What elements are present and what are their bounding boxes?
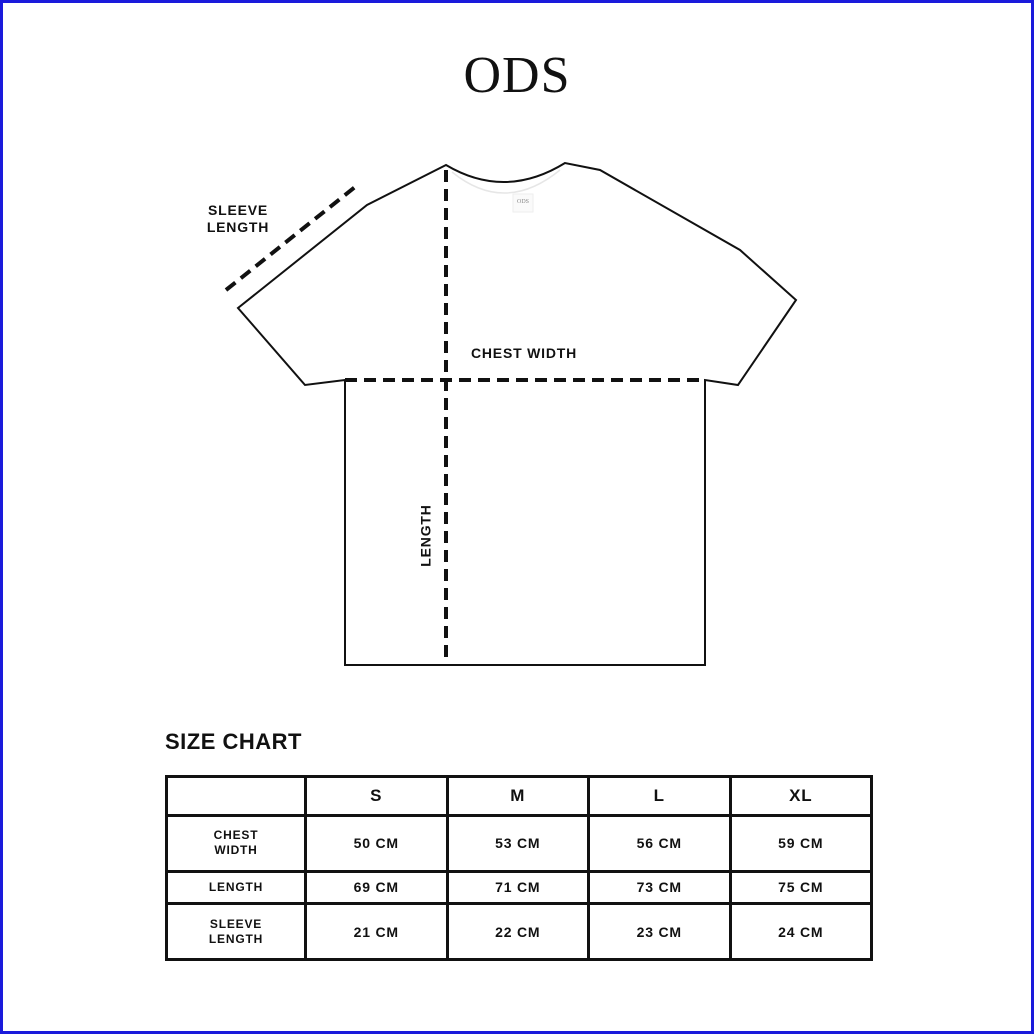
table-cell: 23 CM — [587, 902, 732, 961]
table-row: LENGTH 69 CM 71 CM 73 CM 75 CM — [165, 869, 873, 906]
table-row: CHEST WIDTH 50 CM 53 CM 56 CM 59 CM — [165, 813, 873, 873]
table-cell: 75 CM — [728, 869, 873, 906]
row-label: CHEST WIDTH — [165, 813, 307, 873]
sleeve-label-line1: SLEEVE — [207, 202, 269, 218]
row-label-line: WIDTH — [214, 843, 258, 858]
sleeve-length-line — [224, 185, 357, 292]
table-cell: 59 CM — [728, 813, 873, 873]
sleeve-label-line2: LENGTH — [206, 219, 270, 235]
row-label-line: LENGTH — [208, 931, 264, 946]
size-header: S — [304, 775, 449, 817]
row-label: LENGTH — [165, 869, 307, 906]
collar-rib — [451, 169, 561, 194]
row-label-line: CHEST — [213, 828, 259, 843]
length-label: LENGTH — [417, 504, 434, 567]
table-cell: 21 CM — [304, 902, 449, 961]
brand-logo: ODS — [463, 47, 571, 104]
table-header-row: S M L XL — [165, 775, 873, 817]
size-chart-table: S M L XL CHEST WIDTH 50 CM 53 CM 56 CM 59… — [165, 775, 873, 961]
tshirt-outline — [236, 161, 798, 666]
row-label-line: LENGTH — [208, 879, 264, 894]
size-chart-title: SIZE CHART — [165, 729, 302, 754]
neck-tag-text: ODS — [517, 199, 529, 205]
table-cell: 56 CM — [587, 813, 732, 873]
sleeve-length-label: SLEEVE LENGTH — [200, 202, 276, 236]
table-cell: 69 CM — [304, 869, 449, 906]
size-header: XL — [728, 775, 873, 817]
table-cell: 71 CM — [445, 869, 590, 906]
table-cell: 53 CM — [445, 813, 590, 873]
table-row: SLEEVE LENGTH 21 CM 22 CM 23 CM 24 CM — [165, 902, 873, 961]
tshirt-diagram: ODS — [224, 161, 798, 666]
table-cell: 22 CM — [445, 902, 590, 961]
table-cell: 50 CM — [304, 813, 449, 873]
row-label: SLEEVE LENGTH — [165, 902, 307, 961]
size-header: M — [445, 775, 590, 817]
neck-tag — [512, 193, 534, 213]
row-label-line: SLEEVE — [209, 916, 263, 931]
size-header: L — [587, 775, 732, 817]
header-empty-cell — [165, 775, 307, 817]
table-cell: 73 CM — [587, 869, 732, 906]
table-cell: 24 CM — [728, 902, 873, 961]
chest-width-label: CHEST WIDTH — [470, 345, 577, 361]
